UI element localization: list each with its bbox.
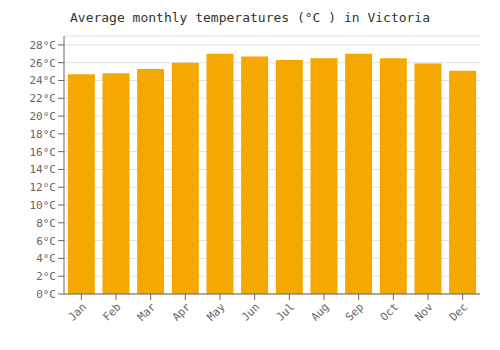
svg-text:Dec: Dec [447,300,470,323]
svg-text:May: May [204,300,228,324]
svg-text:0°C: 0°C [36,288,56,301]
svg-text:14°C: 14°C [30,163,57,176]
svg-text:26°C: 26°C [30,57,57,70]
svg-text:18°C: 18°C [30,128,57,141]
svg-text:6°C: 6°C [36,235,56,248]
svg-text:Jan: Jan [66,300,89,323]
svg-text:4°C: 4°C [36,252,56,265]
svg-text:16°C: 16°C [30,146,57,159]
svg-text:22°C: 22°C [30,92,57,105]
svg-text:Nov: Nov [412,300,436,324]
svg-text:20°C: 20°C [30,110,57,123]
svg-text:10°C: 10°C [30,199,57,212]
svg-text:2°C: 2°C [36,270,56,283]
svg-text:24°C: 24°C [30,74,57,87]
svg-text:Aug: Aug [308,300,331,323]
svg-text:12°C: 12°C [30,181,57,194]
svg-text:Feb: Feb [100,300,123,323]
svg-text:Oct: Oct [378,300,401,323]
svg-text:8°C: 8°C [36,217,56,230]
svg-text:28°C: 28°C [30,39,57,52]
svg-text:Apr: Apr [170,300,194,324]
svg-text:Sep: Sep [343,300,366,323]
svg-text:Jul: Jul [274,300,297,323]
svg-text:Mar: Mar [135,300,159,324]
html-text:Average monthly temperatures (: Average monthly temperatures (°C ) in Vi… [70,10,430,25]
svg-text:Jun: Jun [239,300,262,323]
